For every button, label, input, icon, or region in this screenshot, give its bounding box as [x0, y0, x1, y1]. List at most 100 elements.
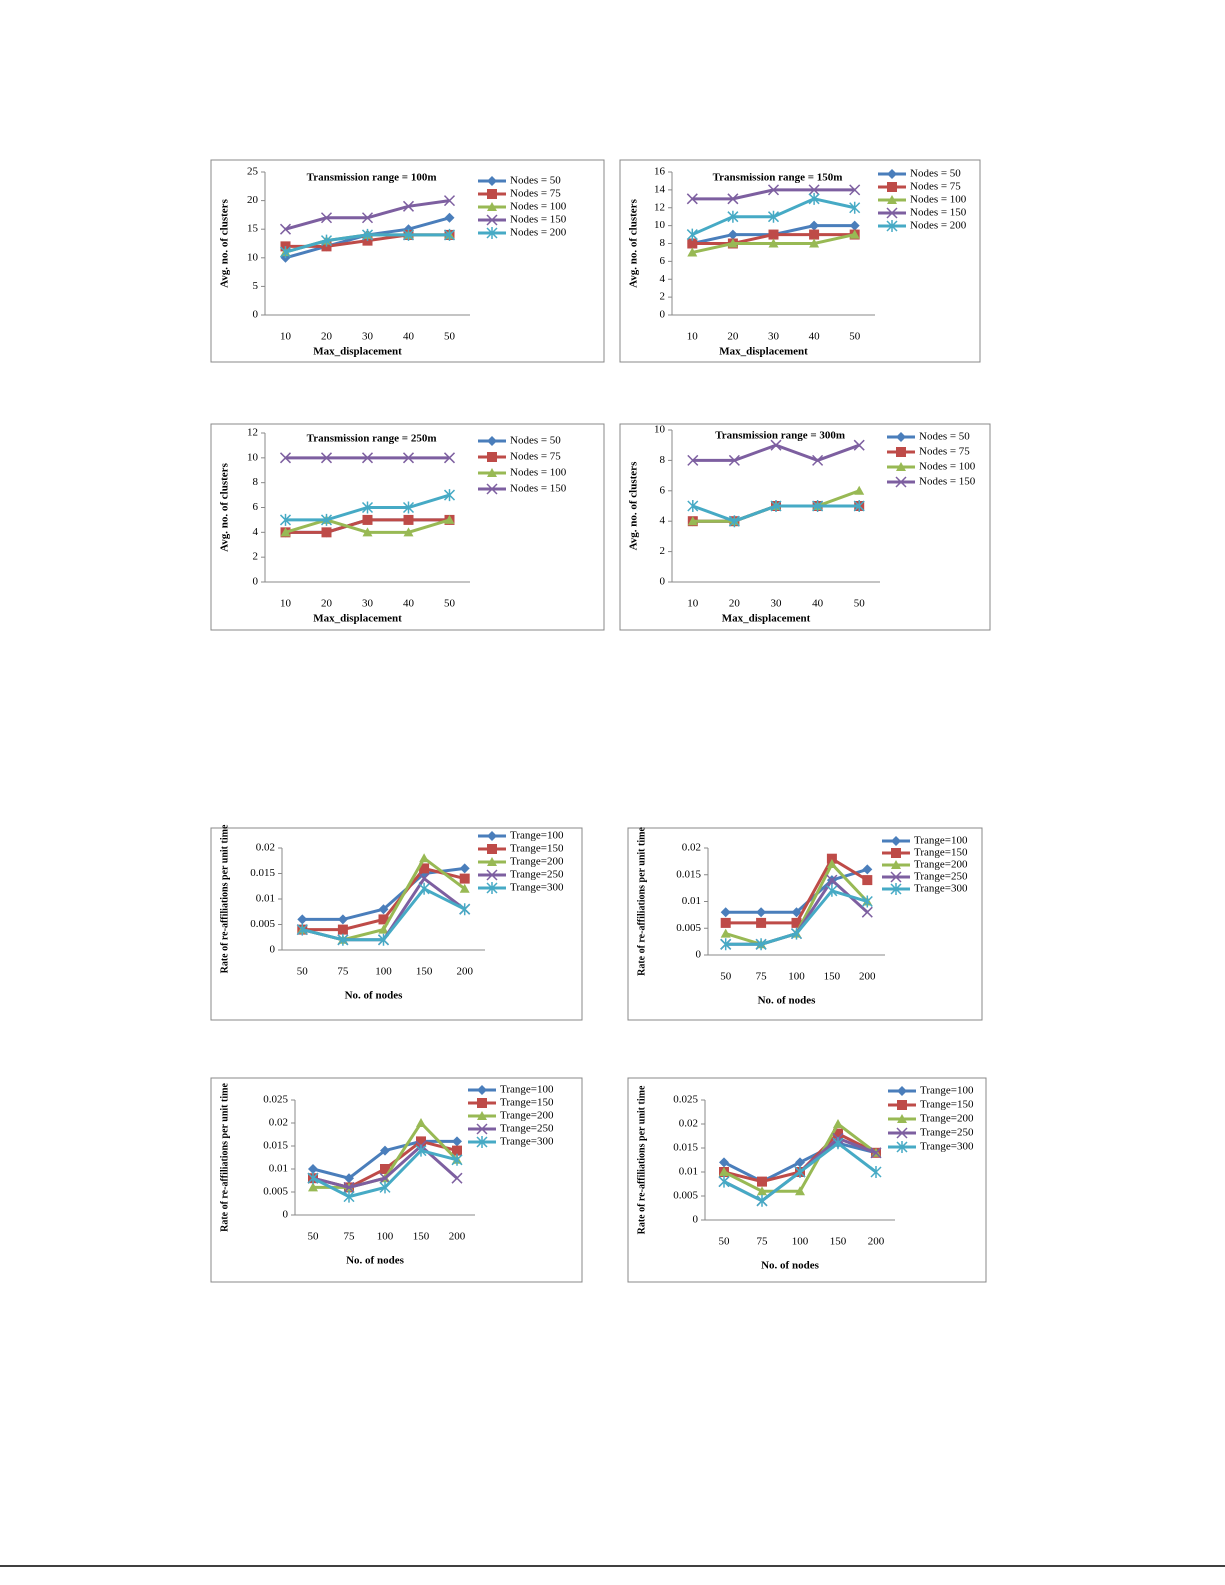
legend-marker [886, 220, 898, 232]
marker [459, 863, 470, 874]
marker [361, 501, 374, 514]
marker [416, 1136, 426, 1147]
y-tick-label: 10 [247, 251, 259, 263]
y-axis-label: Avg. no. of clusters [628, 198, 640, 287]
marker [767, 184, 780, 196]
legend-label: Trange=250 [500, 1123, 554, 1135]
marker [321, 527, 332, 538]
x-tick-label: 75 [757, 1236, 769, 1248]
marker [686, 228, 698, 241]
y-tick-label: 0.025 [673, 1094, 698, 1106]
marker [361, 452, 374, 464]
marker [826, 884, 838, 897]
y-axis-label: Rate of re-affiliations per unit time [636, 1085, 647, 1234]
legend-label: Trange=150 [510, 843, 564, 855]
marker [757, 1176, 767, 1187]
marker [279, 223, 292, 235]
marker [720, 928, 731, 938]
marker [808, 184, 820, 196]
marker [812, 500, 824, 512]
marker [379, 1172, 391, 1184]
marker [826, 859, 837, 869]
x-tick-label: 200 [859, 971, 876, 983]
legend-marker [476, 1123, 488, 1135]
legend-marker [487, 857, 497, 866]
marker [418, 882, 430, 895]
legend-label: Trange=100 [510, 830, 564, 842]
series-line [692, 188, 855, 201]
y-tick-label: 0.01 [682, 895, 701, 907]
x-tick-label: 10 [280, 598, 292, 610]
marker [862, 864, 873, 875]
chart: 0 0.005 0.01 0.015 0.02 0.025 50 75 100 150 200 No.… [627, 1077, 987, 1283]
x-tick-label: 50 [444, 598, 456, 610]
y-tick-label: 12 [654, 201, 665, 213]
marker [361, 212, 374, 224]
marker [861, 906, 873, 918]
marker [380, 1164, 390, 1174]
marker [320, 234, 333, 247]
legend-label: Nodes = 50 [919, 431, 970, 443]
legend-marker [886, 207, 898, 219]
marker [279, 246, 292, 259]
legend-marker [890, 871, 902, 883]
marker [870, 1147, 882, 1159]
marker [794, 1166, 806, 1178]
marker [344, 1173, 354, 1184]
y-tick-label: 0 [696, 949, 702, 961]
marker [756, 1194, 768, 1207]
marker [443, 452, 456, 464]
y-axis-label: Rate of re-affiliations per unit time [219, 1083, 230, 1232]
series-line [725, 867, 868, 914]
marker [362, 527, 373, 537]
legend-marker [486, 869, 498, 881]
legend-marker [486, 227, 498, 239]
legend-label: Nodes = 200 [510, 227, 567, 239]
legend-label: Trange=300 [510, 882, 564, 894]
marker [809, 229, 820, 240]
legend-marker [487, 452, 497, 462]
legend-label: Trange=150 [920, 1099, 974, 1111]
marker [795, 1157, 805, 1168]
marker [444, 212, 455, 223]
marker [767, 210, 780, 223]
marker [849, 184, 861, 196]
legend-marker [897, 1086, 907, 1096]
marker [418, 873, 430, 885]
legend-label: Nodes = 75 [510, 451, 561, 463]
legend-label: Trange=300 [920, 1141, 974, 1153]
marker [416, 1118, 426, 1127]
marker [419, 853, 430, 863]
x-tick-label: 100 [788, 971, 805, 983]
x-tick-label: 40 [809, 331, 821, 343]
marker [443, 228, 456, 241]
x-axis-label: No. of nodes [761, 1260, 819, 1272]
legend-label: Nodes = 150 [919, 476, 976, 488]
legend-marker [896, 447, 906, 457]
legend-marker [487, 202, 497, 211]
legend-marker [477, 1085, 487, 1095]
legend-label: Trange=200 [914, 859, 968, 871]
x-tick-label: 20 [727, 331, 739, 343]
marker [727, 210, 739, 223]
marker [756, 907, 767, 918]
marker [343, 1181, 355, 1193]
legend-marker [891, 860, 901, 869]
legend-label: Trange=200 [500, 1110, 554, 1122]
y-tick-label: 0 [660, 309, 666, 321]
marker [403, 514, 414, 525]
marker [853, 439, 865, 451]
y-tick-label: 14 [654, 183, 666, 195]
legend-marker [896, 432, 906, 442]
marker [770, 500, 782, 512]
y-tick-label: 0 [283, 1209, 289, 1221]
legend-marker [897, 1114, 907, 1123]
marker [419, 863, 430, 874]
marker [809, 220, 820, 231]
chart-frame [210, 423, 605, 631]
y-tick-label: 10 [654, 424, 666, 436]
legend-marker [887, 195, 897, 204]
x-tick-label: 200 [868, 1236, 885, 1248]
chart: 0 2 4 6 8 10 10 20 30 40 50 Transmission range = 30… [619, 423, 991, 631]
